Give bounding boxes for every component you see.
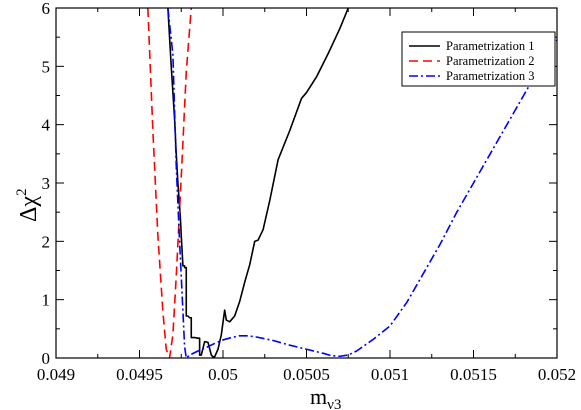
y-axis-title-main: Δχ [16, 196, 42, 222]
x-tick-label: 0.052 [538, 365, 576, 384]
labels-layer: 0.049 0.0495 0.05 0.0505 0.051 0.0515 0.052 0 1 2… [37, 0, 576, 384]
y-tick-label: 3 [42, 174, 51, 193]
legend-label-2: Parametrization 2 [446, 54, 535, 68]
x-tick-label: 0.0505 [283, 365, 330, 384]
x-tick-label: 0.0495 [116, 365, 163, 384]
x-tick-label: 0.0515 [450, 365, 497, 384]
y-tick-label: 1 [42, 291, 51, 310]
y-tick-label: 5 [42, 57, 51, 76]
series-line-1 [167, 8, 349, 358]
series-line-3 [167, 8, 557, 358]
x-axis-title-sub: ν3 [327, 397, 341, 410]
y-tick-label: 0 [42, 349, 51, 368]
x-tick-label: 0.05 [208, 365, 238, 384]
y-axis-title-sup: 2 [14, 188, 30, 196]
svg-text:mν3: mν3 [310, 384, 341, 410]
x-axis-title: mν3 [310, 384, 341, 410]
y-tick-label: 2 [42, 232, 51, 251]
legend-label-1: Parametrization 1 [446, 39, 535, 53]
series-line-2 [147, 8, 193, 358]
x-axis-title-main: m [310, 384, 327, 409]
y-tick-label: 4 [42, 116, 51, 135]
svg-text:Δχ2: Δχ2 [14, 188, 42, 222]
y-tick-label: 6 [42, 0, 51, 18]
legend-label-3: Parametrization 3 [446, 69, 535, 83]
ticks-layer [55, 7, 558, 359]
y-axis-title: Δχ2 [14, 188, 42, 222]
x-tick-label: 0.051 [371, 365, 409, 384]
x-tick-label: 0.049 [37, 365, 75, 384]
legend-box [401, 31, 556, 87]
series-layer [147, 8, 557, 358]
